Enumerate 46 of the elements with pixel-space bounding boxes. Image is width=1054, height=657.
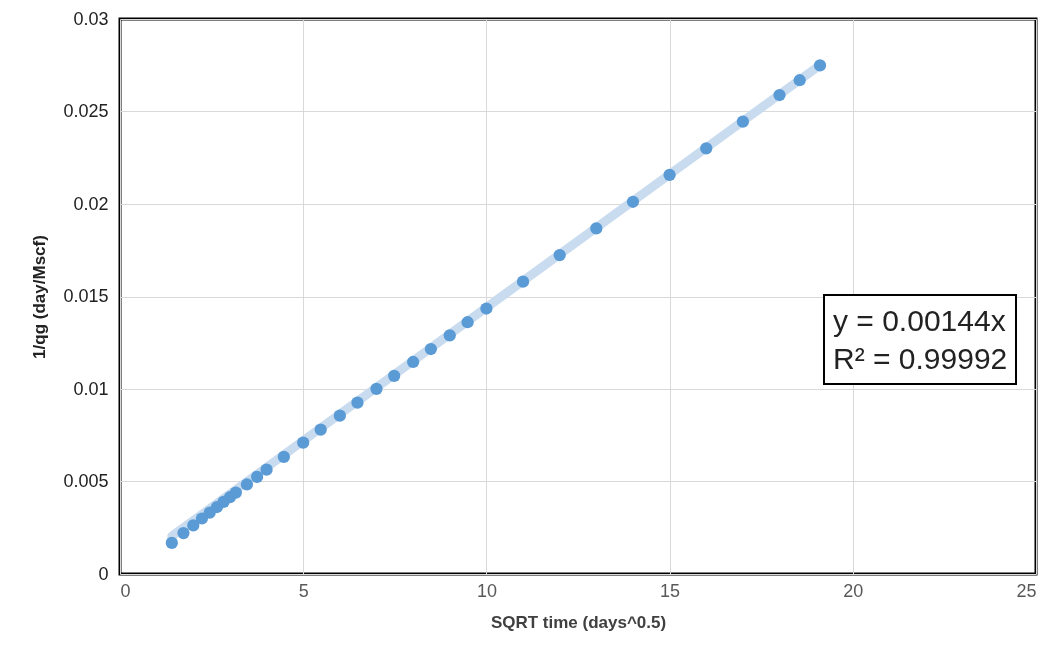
point <box>370 382 383 395</box>
y-tick-label: 0.02 <box>73 193 109 214</box>
point <box>388 369 401 382</box>
x-tick-label: 15 <box>660 580 681 601</box>
point <box>443 329 456 342</box>
point <box>260 463 273 476</box>
annotation: y = 0.00144x <box>833 303 1007 339</box>
point <box>351 396 364 409</box>
x-tick-label: 10 <box>476 580 497 601</box>
x-tick-label: 20 <box>843 580 864 601</box>
point <box>314 423 327 436</box>
point <box>590 222 603 235</box>
y-tick-label: 0 <box>98 563 109 584</box>
point <box>240 478 254 491</box>
x-tick-label: 5 <box>298 580 309 601</box>
y-tick-label: 0.025 <box>63 101 109 121</box>
x-tick-label: 25 <box>1016 580 1037 601</box>
y-tick-label: 0.01 <box>73 378 109 399</box>
point <box>407 355 420 369</box>
y-tick-label: 0.03 <box>73 8 109 29</box>
point <box>626 195 640 208</box>
point <box>187 519 200 532</box>
point <box>424 342 438 356</box>
point <box>700 142 713 155</box>
point <box>177 527 190 540</box>
y-axis-title: 1/qg (day/Mscf) <box>30 235 50 359</box>
annotation: R² = 0.99992 <box>833 340 1008 377</box>
point <box>461 316 474 329</box>
y-tick-label: 0.005 <box>63 471 109 491</box>
point <box>553 248 566 262</box>
point <box>277 450 290 464</box>
y-tick-label: 0.015 <box>63 286 109 306</box>
point <box>480 302 493 315</box>
point <box>297 436 310 449</box>
x-axis-title: SQRT time (days^0.5) <box>490 612 667 632</box>
point <box>663 168 676 182</box>
point <box>773 88 786 102</box>
point <box>333 409 346 422</box>
point <box>165 536 178 550</box>
point <box>516 275 530 288</box>
point <box>793 74 806 87</box>
point <box>229 486 242 499</box>
point <box>736 115 749 128</box>
x-tick-label: 0 <box>120 580 131 601</box>
point <box>250 470 264 483</box>
point <box>813 59 827 72</box>
